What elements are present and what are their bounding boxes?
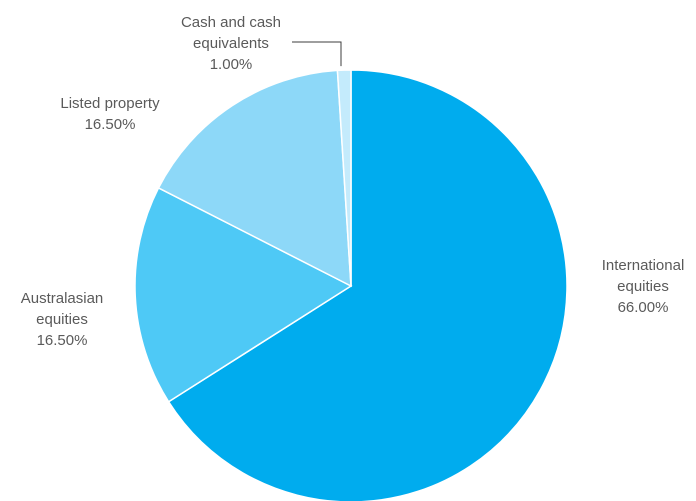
slice-name-label: Cash and cash	[181, 14, 281, 31]
slice-value-label: 16.50%	[37, 332, 88, 349]
slice-name-label: International	[602, 257, 685, 274]
slice-value-label: 16.50%	[85, 116, 136, 133]
pie-slice-australasian-equities	[134, 186, 353, 403]
slice-value-label: 66.00%	[618, 299, 669, 316]
pie-slice-listed-property	[157, 69, 352, 288]
slice-name-label: equities	[617, 278, 669, 295]
pie-slice-cash-and-cash-equivalents	[336, 69, 352, 287]
leader-lines	[292, 41, 342, 67]
slice-value-label: 1.00%	[210, 56, 253, 73]
slice-name-label: Australasian	[21, 290, 104, 307]
slice-label-international-equities: International equities 66.00%	[602, 257, 685, 316]
pie-slice-international-equities	[167, 69, 568, 501]
slice-labels: International equities 66.00% Australasian e…	[21, 14, 685, 349]
slice-label-cash-and-cash-equivalents: Cash and cash equivalents 1.00%	[181, 14, 281, 73]
slice-label-australasian-equities: Australasian equities 16.50%	[21, 290, 104, 349]
pie-slices	[134, 69, 568, 501]
slice-name-label: Listed property	[60, 95, 160, 112]
slice-label-listed-property: Listed property 16.50%	[60, 95, 160, 133]
slice-name-label: equivalents	[193, 35, 269, 52]
slice-name-label: equities	[36, 311, 88, 328]
leader-line-cash	[292, 41, 342, 67]
